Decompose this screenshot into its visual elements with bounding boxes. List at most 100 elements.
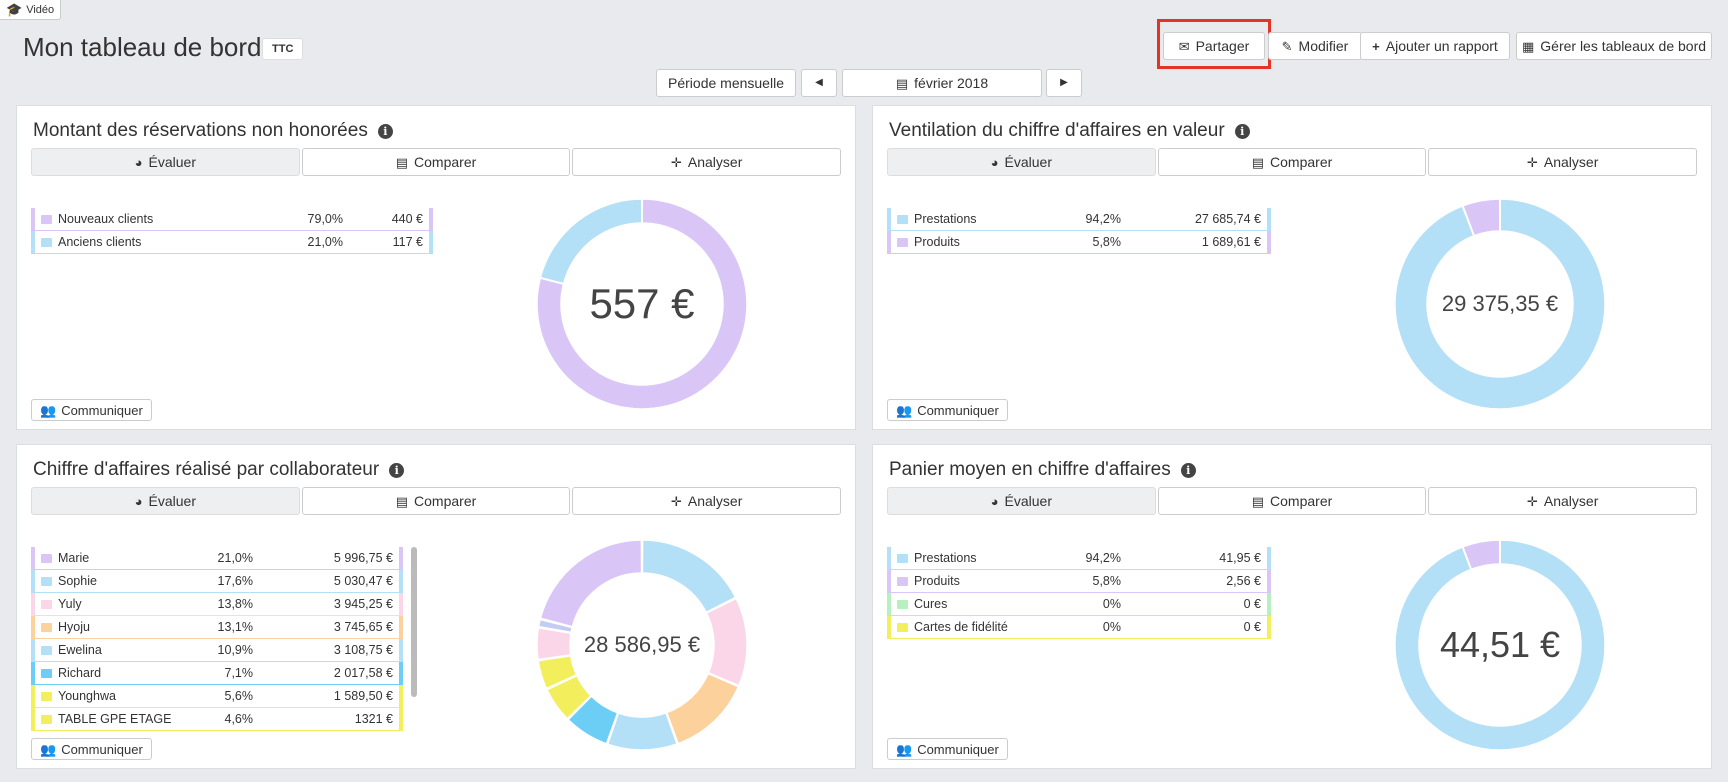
legend-value: 27 685,74 € [1194, 212, 1261, 226]
tab-analyze[interactable]: ✛ Analyser [572, 487, 842, 515]
manage-dashboards-button[interactable]: ▦ Gérer les tableaux de bord [1516, 32, 1712, 60]
donut-slice[interactable] [606, 711, 678, 751]
legend-row[interactable]: Prestations 94,2% 27 685,74 € [887, 208, 1271, 231]
current-period[interactable]: ▤ février 2018 [842, 69, 1042, 97]
legend-row[interactable]: Nouveaux clients 79,0% 440 € [31, 208, 433, 231]
folder-icon [41, 553, 52, 563]
legend-value: 0 € [1243, 597, 1261, 611]
prev-period-button[interactable]: ◀ [801, 69, 837, 97]
tab-evaluate-label: Évaluer [1004, 154, 1052, 170]
add-report-button[interactable]: + Ajouter un rapport [1360, 32, 1510, 60]
donut-slice[interactable] [537, 618, 574, 634]
tab-evaluate-label: Évaluer [148, 493, 196, 509]
legend-color-bar-right [399, 685, 403, 707]
legend-row[interactable]: Ewelina 10,9% 3 108,75 € [31, 639, 403, 662]
tab-analyze[interactable]: ✛ Analyser [1428, 487, 1698, 515]
legend-color-bar-right [1267, 570, 1271, 592]
donut-slice[interactable] [537, 654, 578, 690]
tab-compare[interactable]: ▤ Comparer [1157, 148, 1427, 176]
legend-color-bar [31, 616, 35, 638]
legend-color-bar [887, 231, 891, 253]
legend-value: 117 € [392, 235, 423, 249]
legend-name: Prestations [914, 551, 977, 565]
donut-slice[interactable] [536, 198, 748, 410]
legend-row[interactable]: Cures 0% 0 € [887, 593, 1271, 616]
tab-evaluate[interactable]: ◕ Évaluer [887, 148, 1156, 176]
donut-chart[interactable]: 557 € [535, 197, 749, 411]
info-icon[interactable]: i [377, 123, 393, 139]
legend-value: 3 945,25 € [333, 597, 393, 611]
donut-slice[interactable] [1461, 539, 1501, 571]
donut-chart[interactable]: 44,51 € [1393, 538, 1607, 752]
tab-compare[interactable]: ▤ Comparer [301, 487, 571, 515]
tab-evaluate[interactable]: ◕ Évaluer [31, 148, 300, 176]
calendar-icon: ▤ [1251, 493, 1265, 509]
donut-slice[interactable] [665, 672, 740, 745]
info-icon[interactable]: i [389, 462, 405, 478]
period-mode-button[interactable]: Période mensuelle [656, 69, 796, 97]
tab-analyze-label: Analyser [687, 493, 743, 509]
legend-row[interactable]: Cartes de fidélité 0% 0 € [887, 616, 1271, 639]
tab-analyze[interactable]: ✛ Analyser [572, 148, 842, 176]
donut-slice[interactable] [705, 597, 748, 687]
legend-color-bar-right [399, 662, 403, 684]
share-button[interactable]: ✉ Partager [1163, 32, 1265, 60]
donut-slice[interactable] [641, 539, 737, 614]
legend-color-bar [31, 662, 35, 684]
donut-slice[interactable] [1394, 539, 1606, 751]
legend-percent: 94,2% [1085, 212, 1121, 226]
edit-button[interactable]: ✎ Modifier [1268, 32, 1362, 60]
info-icon[interactable]: i [1180, 462, 1196, 478]
tab-evaluate[interactable]: ◕ Évaluer [31, 487, 300, 515]
legend-row[interactable]: Younghwa 5,6% 1 589,50 € [31, 685, 403, 708]
legend-row[interactable]: Produits 5,8% 2,56 € [887, 570, 1271, 593]
communicate-button[interactable]: 👥 Communiquer [887, 738, 1008, 760]
legend-color-bar [887, 547, 891, 569]
legend-row[interactable]: Hyoju 13,1% 3 745,65 € [31, 616, 403, 639]
legend-row[interactable]: Marie 21,0% 5 996,75 € [31, 547, 403, 570]
legend-value: 5 996,75 € [333, 551, 393, 565]
report-panel: Chiffre d'affaires réalisé par collabora… [16, 444, 856, 769]
legend-percent: 0% [1102, 620, 1121, 634]
legend-row[interactable]: Yuly 13,8% 3 945,25 € [31, 593, 403, 616]
donut-slice[interactable] [567, 695, 619, 745]
donut-chart[interactable]: 29 375,35 € [1393, 197, 1607, 411]
tab-compare[interactable]: ▤ Comparer [1157, 487, 1427, 515]
legend-row[interactable]: Produits 5,8% 1 689,61 € [887, 231, 1271, 254]
legend-row[interactable]: Prestations 94,2% 41,95 € [887, 547, 1271, 570]
video-tag[interactable]: 🎓 Vidéo [0, 0, 62, 20]
legend-row[interactable]: Anciens clients 21,0% 117 € [31, 231, 433, 254]
users-icon: 👥 [40, 741, 57, 757]
tab-analyze[interactable]: ✛ Analyser [1428, 148, 1698, 176]
legend-value: 1 689,61 € [1201, 235, 1261, 249]
communicate-button[interactable]: 👥 Communiquer [887, 399, 1008, 421]
tab-evaluate[interactable]: ◕ Évaluer [887, 487, 1156, 515]
folder-icon [41, 576, 52, 586]
panel-title-text: Ventilation du chiffre d'affaires en val… [889, 120, 1225, 141]
donut-slice[interactable] [545, 674, 592, 720]
legend-scrollbar[interactable] [411, 547, 417, 697]
donut-chart[interactable]: 28 586,95 € [535, 538, 749, 752]
info-icon[interactable]: i [1234, 123, 1250, 139]
legend-color-bar-right [399, 593, 403, 615]
donut-slice[interactable] [1461, 198, 1501, 237]
legend-row[interactable]: Richard 7,1% 2 017,58 € [31, 662, 403, 685]
communicate-button[interactable]: 👥 Communiquer [31, 738, 152, 760]
donut-slice[interactable] [1394, 198, 1606, 410]
panel-tabs: ◕ Évaluer ▤ Comparer ✛ Analyser [887, 487, 1698, 515]
legend-row[interactable]: Sophie 17,6% 5 030,47 € [31, 570, 403, 593]
donut-slice[interactable] [536, 627, 572, 661]
donut-total: 44,51 € [1439, 624, 1561, 665]
next-period-button[interactable]: ▶ [1046, 69, 1082, 97]
communicate-button[interactable]: 👥 Communiquer [31, 399, 152, 421]
tab-compare[interactable]: ▤ Comparer [301, 148, 571, 176]
users-icon: 👥 [896, 402, 913, 418]
donut-slice[interactable] [539, 198, 643, 285]
legend-name: TABLE GPE ETAGE [58, 712, 172, 726]
donut-slice[interactable] [539, 539, 643, 628]
legend-percent: 7,1% [224, 666, 254, 680]
legend-row[interactable]: TABLE GPE ETAGE 4,6% 1321 € [31, 708, 403, 731]
period-mode-label: Période mensuelle [668, 75, 784, 91]
legend-color-bar-right [399, 570, 403, 592]
legend-color-bar-right [1267, 616, 1271, 638]
